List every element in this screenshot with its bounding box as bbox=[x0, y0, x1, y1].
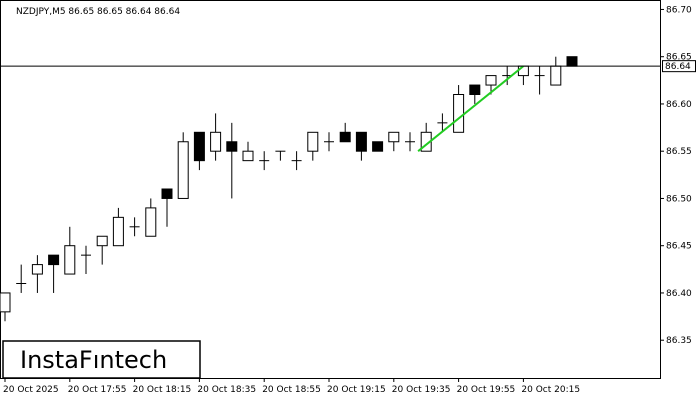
candle bbox=[372, 141, 384, 152]
candle bbox=[64, 226, 76, 275]
candle-body-bear bbox=[566, 56, 578, 67]
candle-body-bull bbox=[0, 292, 11, 313]
candle bbox=[193, 131, 205, 171]
candle-body-bull bbox=[96, 235, 108, 247]
x-axis: 20 Oct 2025 20 Oct 17:55 20 Oct 18:15 20 Oc… bbox=[3, 378, 580, 395]
candle-body-bear bbox=[226, 141, 238, 152]
logo-text: InstaFıntech bbox=[20, 346, 167, 374]
x-tick-label: 20 Oct 17:55 bbox=[68, 385, 127, 395]
candle-body-bear bbox=[469, 84, 481, 96]
candle bbox=[388, 131, 400, 152]
candle bbox=[31, 255, 43, 293]
candle bbox=[16, 264, 27, 293]
candle bbox=[0, 292, 11, 322]
y-axis: 86.70 86.65 86.60 86.55 86.50 86.45 86.40 86.35 bbox=[660, 5, 692, 346]
y-tick-label: 86.45 bbox=[666, 242, 692, 252]
x-tick-label: 20 Oct 18:55 bbox=[262, 385, 321, 395]
y-tick-label: 86.50 bbox=[666, 194, 692, 204]
candle bbox=[339, 122, 351, 143]
candle bbox=[177, 132, 189, 199]
x-tick-label: 20 Oct 20:15 bbox=[521, 385, 580, 395]
x-tick-label: 20 Oct 18:15 bbox=[133, 385, 192, 395]
candle-body-bull bbox=[307, 131, 319, 152]
y-tick-label: 86.40 bbox=[666, 289, 692, 299]
candle bbox=[534, 66, 545, 95]
candle-body-bear bbox=[339, 131, 351, 143]
candle bbox=[566, 56, 578, 67]
price-tag-inner bbox=[663, 61, 695, 72]
candle-body-bear bbox=[355, 131, 367, 152]
candle-body-bull bbox=[242, 150, 254, 162]
candle-body-bear bbox=[48, 254, 60, 266]
candle-body-bear bbox=[161, 188, 173, 199]
x-tick-label: 20 Oct 19:35 bbox=[392, 385, 451, 395]
candle-body-bull bbox=[517, 65, 529, 77]
y-tick-label: 86.55 bbox=[666, 147, 692, 157]
candle bbox=[307, 131, 319, 161]
candle-body-bear bbox=[193, 131, 205, 162]
candle bbox=[324, 132, 334, 152]
x-tick-label: 20 Oct 18:35 bbox=[197, 385, 256, 395]
candle-body-bull bbox=[388, 131, 400, 143]
y-tick-label: 86.35 bbox=[666, 336, 692, 346]
symbol-info: NZDJPY,M5 86.65 86.65 86.64 86.64 bbox=[16, 7, 180, 17]
candle bbox=[259, 151, 270, 171]
trend-line bbox=[417, 65, 525, 152]
x-tick-label: 20 Oct 2025 bbox=[3, 385, 59, 395]
candle bbox=[405, 132, 415, 152]
y-tick-label: 86.70 bbox=[666, 5, 692, 15]
candle-body-bull bbox=[31, 264, 43, 275]
logo-box bbox=[2, 340, 201, 379]
candle bbox=[226, 122, 238, 199]
candle bbox=[275, 150, 286, 161]
candle bbox=[355, 131, 367, 161]
y-tick-label: 86.65 bbox=[666, 53, 692, 63]
candle bbox=[210, 113, 222, 161]
plot-frame bbox=[0, 0, 661, 379]
candle-body-bear bbox=[372, 141, 384, 152]
candle-body-bull bbox=[453, 94, 465, 133]
candles bbox=[0, 56, 578, 322]
candle bbox=[145, 198, 157, 237]
candle-body-bull bbox=[64, 245, 76, 275]
candle bbox=[48, 254, 60, 293]
instafintech-logo: InstaFıntech bbox=[2, 340, 201, 379]
candle bbox=[96, 235, 108, 265]
candle-body-bull bbox=[177, 141, 189, 199]
candle bbox=[291, 151, 302, 171]
candle bbox=[437, 113, 448, 133]
candle-body-bull bbox=[550, 65, 562, 86]
candle-body-bull bbox=[112, 216, 124, 247]
candle bbox=[129, 217, 140, 237]
x-tick-label: 20 Oct 19:55 bbox=[457, 385, 516, 395]
candle-body-bull bbox=[145, 207, 157, 237]
y-tick-label: 86.60 bbox=[666, 100, 692, 110]
candle-body-bull bbox=[210, 131, 222, 152]
candle bbox=[112, 207, 124, 247]
current-price-label: 86.64 bbox=[665, 62, 691, 72]
candle bbox=[81, 245, 91, 275]
candle bbox=[161, 188, 173, 227]
candle bbox=[469, 84, 481, 104]
x-tick-label: 20 Oct 19:15 bbox=[327, 385, 386, 395]
overlays: 86.64 bbox=[0, 60, 696, 152]
candle-body-bull bbox=[485, 75, 497, 86]
candle bbox=[242, 141, 254, 162]
